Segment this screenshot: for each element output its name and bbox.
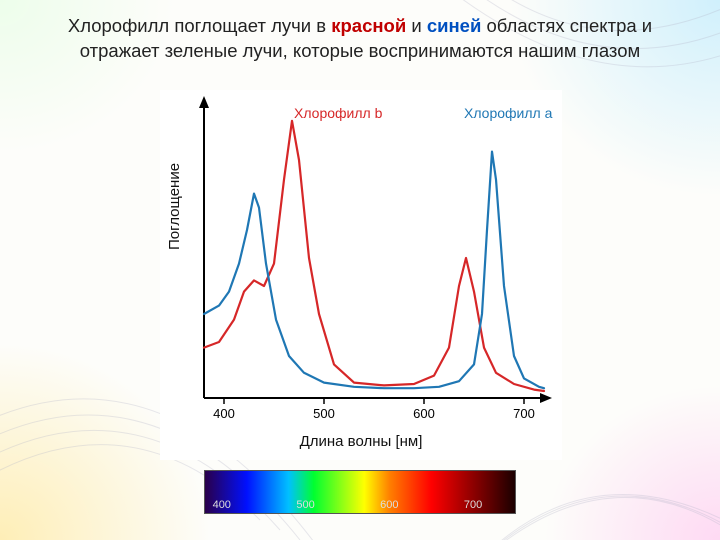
caption-prefix: Хлорофилл поглощает лучи в: [68, 15, 331, 36]
x-tick-label: 400: [213, 406, 235, 421]
absorption-chart: 400 500 600 700 Хлорофилл b Хлорофилл a Погло…: [160, 90, 562, 460]
spectrum-tick: 600: [380, 499, 398, 511]
visible-spectrum-bar: 400 500 600 700: [204, 470, 516, 514]
x-axis-label: Длина волны [нм]: [160, 433, 562, 450]
chart-svg: 400 500 600 700 Хлорофилл b Хлорофилл a: [160, 90, 562, 460]
x-tick-label: 500: [313, 406, 335, 421]
spectrum-tick: 400: [213, 499, 231, 511]
x-tick-label: 600: [413, 406, 435, 421]
page-title: Хлорофилл поглощает лучи в красной и син…: [0, 14, 720, 64]
spectrum-tick: 500: [296, 499, 314, 511]
spectrum-tick: 700: [464, 499, 482, 511]
series-label-chlorophyll-b: Хлорофилл b: [294, 105, 383, 121]
y-axis-arrow: [199, 96, 209, 108]
series-chlorophyll-a: [204, 152, 544, 389]
caption-blue-word: синей: [427, 15, 482, 36]
caption-red-word: красной: [331, 15, 406, 36]
x-axis-arrow: [540, 393, 552, 403]
series-label-chlorophyll-a: Хлорофилл a: [464, 105, 553, 121]
x-tick-label: 700: [513, 406, 535, 421]
y-axis-label: Поглощение: [166, 163, 183, 250]
caption-connector: и: [406, 15, 427, 36]
